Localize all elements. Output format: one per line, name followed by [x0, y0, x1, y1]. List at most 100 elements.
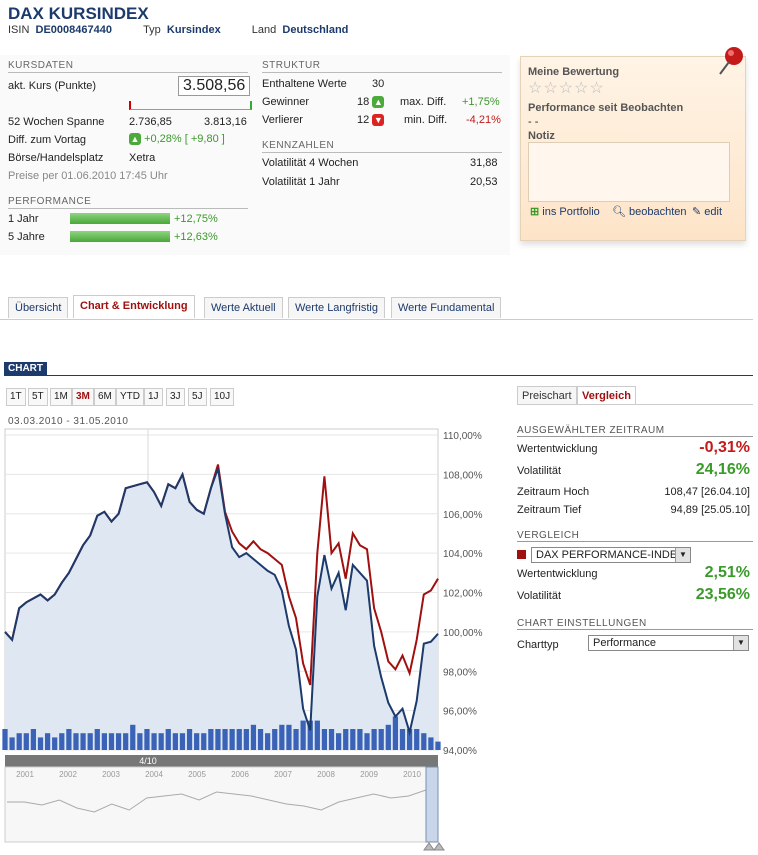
volume-bar: [399, 729, 406, 750]
volume-bar: [208, 729, 214, 750]
volume-bar: [257, 729, 264, 750]
y-tick-label: 98,00%: [443, 667, 477, 678]
kurs-label: akt. Kurs (Punkte): [8, 80, 97, 92]
chart-date-range: 03.03.2010 - 31.05.2010: [8, 416, 129, 427]
boerse-label: Börse/Handelsplatz: [8, 152, 104, 164]
volume-bar: [194, 733, 200, 750]
volume-bar: [250, 724, 257, 750]
max-diff-label: max. Diff.: [400, 96, 447, 108]
edit-link[interactable]: ✎ edit: [692, 206, 723, 218]
tab-werte-aktuell[interactable]: Werte Aktuell: [204, 297, 283, 318]
charttyp-select[interactable]: Performance ▼: [588, 635, 749, 651]
spanne-low: 2.736,85: [129, 116, 172, 128]
vergleich-volatilitaet: Volatilität 23,56%: [517, 586, 750, 603]
rating-stars[interactable]: ☆☆☆☆☆: [528, 80, 605, 97]
handle-right-icon: [433, 842, 445, 851]
zeitraum-hoch: Zeitraum Hoch 108,47 [26.04.10]: [517, 486, 750, 498]
volume-bar: [343, 729, 349, 750]
volume-bar: [236, 729, 242, 750]
volume-bar: [52, 737, 58, 750]
boerse-value: Xetra: [129, 152, 156, 164]
volume-bar: [115, 733, 122, 750]
volume-bar: [201, 733, 207, 750]
navigator-year-label: 2007: [274, 770, 292, 779]
perf-5j-value: +12,63%: [174, 231, 218, 243]
einstellungen-heading: CHART EINSTELLUNGEN: [517, 618, 753, 630]
navigator-band: [5, 755, 438, 767]
land-value: Deutschland: [282, 24, 349, 36]
volume-bar: [406, 729, 413, 750]
kursdaten-heading: KURSDATEN: [8, 60, 248, 73]
handle-left-icon: [423, 842, 435, 851]
tab-chart-entwicklung[interactable]: Chart & Entwicklung: [73, 295, 195, 318]
range-button-5t[interactable]: 5T: [28, 388, 48, 406]
volume-bar: [130, 724, 136, 750]
y-tick-label: 104,00%: [443, 549, 483, 560]
notiz-textarea[interactable]: [528, 142, 730, 202]
range-button-3j[interactable]: 3J: [166, 388, 185, 406]
range-button-1m[interactable]: 1M: [50, 388, 72, 406]
werte-label: Enthaltene Werte: [262, 78, 347, 90]
volume-bar: [364, 733, 370, 750]
range-button-1j[interactable]: 1J: [144, 388, 163, 406]
isin-line: ISIN DE0008467440 Typ Kursindex Land Deu…: [8, 24, 349, 36]
y-tick-label: 94,00%: [443, 746, 477, 757]
zeitraum-tief: Zeitraum Tief 94,89 [25.05.10]: [517, 504, 750, 516]
zeitraum-volatilitaet: Volatilität 24,16%: [517, 461, 750, 478]
navigator-year-label: 2009: [360, 770, 378, 779]
range-button-1t[interactable]: 1T: [6, 388, 26, 406]
volume-bar: [30, 729, 37, 750]
bewertung-label: Meine Bewertung: [528, 66, 620, 78]
range-handle: [425, 766, 439, 843]
arrow-up-icon: ▲: [372, 96, 385, 109]
charttyp-label: Charttyp: [517, 639, 559, 651]
volume-bar: [350, 729, 356, 750]
zeitraum-wertentwicklung: Wertentwicklung -0,31%: [517, 439, 750, 456]
tab-werte-langfristig[interactable]: Werte Langfristig: [288, 297, 385, 318]
min-diff-value: -4,21%: [466, 114, 501, 126]
range-button-5j[interactable]: 5J: [188, 388, 207, 406]
werte-value: 30: [372, 78, 385, 90]
perf-seit-label: Performance seit Beobachten: [528, 102, 684, 114]
chevron-down-icon: ▼: [675, 548, 690, 562]
vergleich-select[interactable]: DAX PERFORMANCE-INDEX ▼: [531, 547, 691, 563]
volume-bar: [151, 733, 157, 750]
volume-bar: [435, 741, 441, 750]
vola-4w-label: Volatilität 4 Wochen: [262, 157, 359, 169]
ins-portfolio-link[interactable]: ⊞ ins Portfolio: [530, 206, 600, 218]
volume-bar: [428, 737, 434, 750]
tab-preischart[interactable]: Preischart: [517, 386, 577, 405]
navigator-year-label: 2001: [16, 770, 34, 779]
volume-bar: [421, 733, 427, 750]
perf-5j-label: 5 Jahre: [8, 231, 45, 243]
y-tick-label: 106,00%: [443, 510, 483, 521]
range-button-6m[interactable]: 6M: [94, 388, 116, 406]
tab-uebersicht[interactable]: Übersicht: [8, 297, 69, 318]
range-button-10j[interactable]: 10J: [210, 388, 235, 406]
y-tick-label: 96,00%: [443, 707, 477, 718]
tab-werte-fundamental[interactable]: Werte Fundamental: [391, 297, 502, 318]
overview-line: [7, 789, 427, 813]
tab-vergleich[interactable]: Vergleich: [577, 386, 636, 405]
volume-bar: [137, 733, 143, 750]
range-button-3m[interactable]: 3M: [72, 388, 94, 406]
verlierer-value: 12 ▼: [357, 114, 385, 127]
y-tick-label: 100,00%: [443, 628, 483, 639]
series-area-fill: [5, 468, 438, 750]
navigator-year-label: 2002: [59, 770, 77, 779]
volume-bar: [144, 729, 150, 750]
page-title: DAX KURSINDEX: [8, 4, 149, 23]
typ-value: Kursindex: [166, 24, 221, 36]
diff-label: Diff. zum Vortag: [8, 134, 87, 146]
performance-chart[interactable]: 110,00% 108,00% 106,00% 104,00% 102,00% 100,0…: [0, 425, 500, 855]
volume-bar: [172, 733, 178, 750]
beobachten-link[interactable]: 🔍︎ beobachten: [612, 206, 687, 218]
y-tick-label: 110,00%: [443, 431, 482, 442]
volume-bar: [286, 724, 292, 750]
spanne-gauge: [129, 101, 252, 110]
arrow-down-icon: ▼: [372, 114, 385, 127]
volume-bar: [243, 729, 249, 750]
volume-bar: [314, 720, 320, 750]
preise-timestamp: Preise per 01.06.2010 17:45 Uhr: [8, 170, 168, 182]
range-button-ytd[interactable]: YTD: [116, 388, 144, 406]
